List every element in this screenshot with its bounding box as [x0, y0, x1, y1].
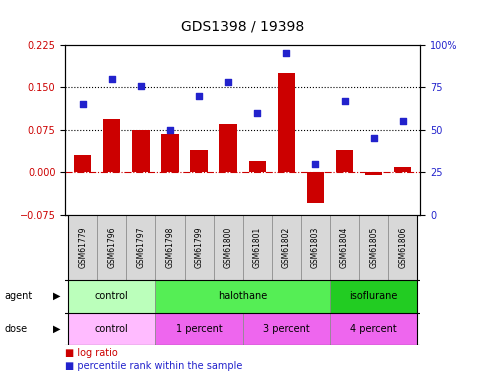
Bar: [127, 214, 156, 280]
Bar: [97, 214, 127, 280]
Point: [312, 161, 319, 167]
Bar: [272, 214, 301, 280]
Text: halothane: halothane: [218, 291, 267, 301]
Text: control: control: [95, 291, 128, 301]
Point: [166, 127, 174, 133]
Bar: [249, 161, 266, 172]
Text: GSM61800: GSM61800: [224, 226, 233, 268]
Bar: [388, 214, 417, 280]
Point: [137, 83, 145, 89]
Bar: [68, 280, 156, 312]
Bar: [330, 312, 417, 345]
Bar: [278, 73, 295, 172]
Text: GSM61796: GSM61796: [107, 226, 116, 268]
Bar: [68, 214, 97, 280]
Text: dose: dose: [5, 324, 28, 334]
Point: [254, 110, 261, 116]
Bar: [243, 214, 272, 280]
Text: GSM61806: GSM61806: [398, 226, 407, 268]
Text: control: control: [95, 324, 128, 334]
Text: 3 percent: 3 percent: [263, 324, 310, 334]
Text: isoflurane: isoflurane: [350, 291, 398, 301]
Point: [370, 135, 378, 141]
Text: GSM61805: GSM61805: [369, 226, 378, 268]
Bar: [185, 214, 213, 280]
Text: ▶: ▶: [53, 324, 61, 334]
Text: GSM61802: GSM61802: [282, 226, 291, 268]
Text: ■ log ratio: ■ log ratio: [65, 348, 118, 358]
Bar: [365, 172, 383, 175]
Bar: [330, 280, 417, 312]
Bar: [330, 214, 359, 280]
Point: [399, 118, 407, 124]
Bar: [394, 166, 412, 172]
Text: GSM61798: GSM61798: [166, 226, 174, 268]
Point: [79, 101, 86, 107]
Text: GSM61779: GSM61779: [78, 226, 87, 268]
Bar: [103, 118, 120, 172]
Text: GDS1398 / 19398: GDS1398 / 19398: [181, 19, 304, 33]
Bar: [359, 214, 388, 280]
Point: [283, 51, 290, 57]
Bar: [336, 150, 353, 172]
Bar: [156, 280, 330, 312]
Text: GSM61801: GSM61801: [253, 226, 262, 268]
Text: GSM61804: GSM61804: [340, 226, 349, 268]
Bar: [307, 172, 324, 203]
Text: GSM61797: GSM61797: [136, 226, 145, 268]
Bar: [243, 312, 330, 345]
Bar: [161, 134, 179, 172]
Bar: [132, 130, 150, 172]
Bar: [74, 155, 91, 172]
Text: 4 percent: 4 percent: [350, 324, 397, 334]
Point: [341, 98, 348, 104]
Text: GSM61799: GSM61799: [195, 226, 203, 268]
Bar: [68, 312, 156, 345]
Point: [224, 80, 232, 86]
Text: agent: agent: [5, 291, 33, 301]
Bar: [190, 150, 208, 172]
Bar: [213, 214, 243, 280]
Bar: [156, 312, 243, 345]
Bar: [156, 214, 185, 280]
Bar: [301, 214, 330, 280]
Text: GSM61803: GSM61803: [311, 226, 320, 268]
Point: [108, 76, 115, 82]
Point: [195, 93, 203, 99]
Text: ▶: ▶: [53, 291, 61, 301]
Text: ■ percentile rank within the sample: ■ percentile rank within the sample: [65, 361, 242, 371]
Bar: [219, 124, 237, 172]
Text: 1 percent: 1 percent: [176, 324, 223, 334]
